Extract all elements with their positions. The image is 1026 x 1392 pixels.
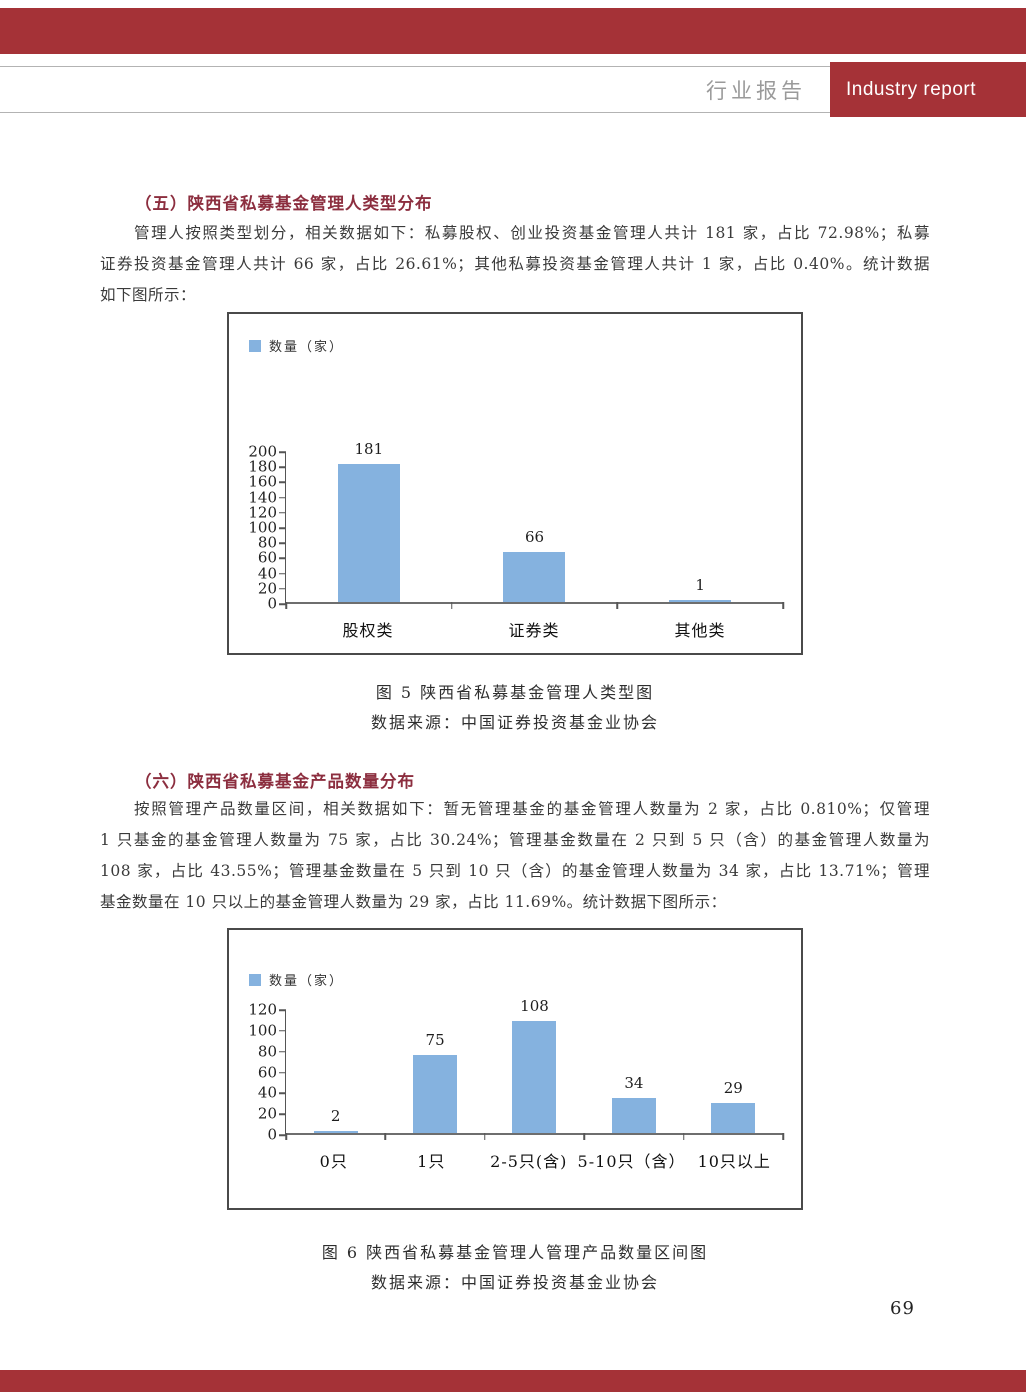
chart-area: 0 20 40 60 80 100 120 2 75 108 34 29 0只 1只 2-5只(含) 5-1… xyxy=(229,998,801,1171)
bar-slot: 2 xyxy=(286,1010,385,1133)
bar-value-label: 108 xyxy=(520,996,549,1015)
paragraph-line: 管理人按照类型划分，相关数据如下：私募股权、创业投资基金管理人共计 181 家，… xyxy=(134,224,930,242)
figure6-chart: 数量（家） 0 20 40 60 80 100 120 2 75 108 34 29 0只 1只 2-5只… xyxy=(227,928,803,1210)
section6-paragraph: 按照管理产品数量区间，相关数据如下：暂无管理基金的基金管理人数量为 2 家，占比… xyxy=(100,794,930,918)
bar-value-label: 29 xyxy=(723,1078,743,1097)
x-category-label: 5-10只（含） xyxy=(577,1152,686,1171)
bar-value-label: 34 xyxy=(624,1073,644,1092)
bar-slot: 75 xyxy=(385,1010,484,1133)
figure6-caption-block: 图 6 陕西省私募基金管理人管理产品数量区间图 数据来源：中国证券投资基金业协会 xyxy=(227,1238,803,1298)
legend-label: 数量（家） xyxy=(269,340,345,355)
plot-area: 0 20 40 60 80 100 120 2 75 108 34 29 xyxy=(248,998,784,1142)
paragraph-line: 证券投资基金管理人共计 66 家，占比 26.61%；其他私募投资基金管理人共计… xyxy=(100,255,930,273)
chart-legend: 数量（家） xyxy=(249,970,344,989)
bar-value-label: 1 xyxy=(695,576,705,594)
section5-paragraph: 管理人按照类型划分，相关数据如下：私募股权、创业投资基金管理人共计 181 家，… xyxy=(100,218,930,311)
header-title-en: Industry report xyxy=(846,78,976,100)
x-category-label: 10只以上 xyxy=(697,1152,771,1171)
x-category-label: 其他类 xyxy=(674,621,726,640)
x-axis-labels: 0只 1只 2-5只(含) 5-10只（含） 10只以上 xyxy=(285,1148,783,1172)
bar xyxy=(503,551,566,602)
bar xyxy=(669,600,732,602)
legend-swatch-icon xyxy=(249,339,261,352)
chart-area: 0 20 40 60 80 100 120 140 160 180 200 181 66 1 股权类 证券类… xyxy=(229,442,801,640)
figure5-caption-block: 图 5 陕西省私募基金管理人类型图 数据来源：中国证券投资基金业协会 xyxy=(227,678,803,738)
x-category-label: 2-5只(含) xyxy=(490,1152,568,1171)
header-title-en-box: Industry report xyxy=(830,62,1026,117)
bar xyxy=(413,1054,458,1133)
section6-heading: （六）陕西省私募基金产品数量分布 xyxy=(135,773,415,791)
page-number: 69 xyxy=(890,1298,915,1319)
bar-value-label: 75 xyxy=(425,1030,445,1049)
plot-area: 0 20 40 60 80 100 120 140 160 180 200 181 66 1 xyxy=(248,442,784,611)
bar xyxy=(711,1102,756,1133)
paragraph-line: 1 只基金的基金管理人数量为 75 家，占比 30.24%；管理基金数量在 2 … xyxy=(100,831,930,849)
figure5-caption: 图 5 陕西省私募基金管理人类型图 xyxy=(375,683,655,702)
legend-label: 数量（家） xyxy=(269,974,345,989)
x-category-label: 0只 xyxy=(319,1152,348,1171)
paragraph-line: 按照管理产品数量区间，相关数据如下：暂无管理基金的基金管理人数量为 2 家，占比… xyxy=(134,800,930,818)
bar xyxy=(512,1020,557,1133)
bar xyxy=(337,464,400,602)
x-category-label: 1只 xyxy=(417,1152,446,1171)
bottom-accent-bar xyxy=(0,1370,1026,1392)
top-accent-bar xyxy=(0,8,1026,54)
bar-slot: 108 xyxy=(485,998,584,1133)
bar-slot: 29 xyxy=(684,1010,783,1133)
header-title-zh: 行业报告 xyxy=(706,79,806,103)
paragraph-line: 108 家，占比 43.55%；管理基金数量在 5 只到 10 只（含）的基金管… xyxy=(100,862,930,880)
paragraph-line: 如下图所示： xyxy=(100,286,197,304)
bar-slot: 34 xyxy=(584,1010,683,1133)
figure6-source: 数据来源：中国证券投资基金业协会 xyxy=(370,1273,659,1292)
figure5-chart: 数量（家） 0 20 40 60 80 100 120 140 160 180 200 181 66 1 … xyxy=(227,312,803,655)
bar-slot: 181 xyxy=(286,442,452,602)
section5-heading: （五）陕西省私募基金管理人类型分布 xyxy=(135,195,433,213)
x-axis-labels: 股权类 证券类 其他类 xyxy=(285,617,783,641)
figure5-source: 数据来源：中国证券投资基金业协会 xyxy=(370,713,659,732)
chart-legend: 数量（家） xyxy=(249,336,344,355)
bar xyxy=(313,1130,358,1133)
legend-swatch-icon xyxy=(249,973,261,986)
figure6-caption: 图 6 陕西省私募基金管理人管理产品数量区间图 xyxy=(321,1243,709,1262)
bar-slot: 66 xyxy=(452,452,618,602)
bar-slot: 1 xyxy=(617,452,783,602)
paragraph-line: 基金数量在 10 只以上的基金管理人数量为 29 家，占比 11.69%。统计数… xyxy=(100,893,727,911)
page-header: 行业报告 Industry report xyxy=(0,62,1026,117)
x-category-label: 股权类 xyxy=(342,621,394,640)
bar-value-label: 181 xyxy=(354,440,384,459)
bar-value-label: 2 xyxy=(330,1106,341,1125)
x-category-label: 证券类 xyxy=(508,621,560,640)
bar-value-label: 66 xyxy=(524,527,545,546)
bar xyxy=(611,1097,656,1133)
